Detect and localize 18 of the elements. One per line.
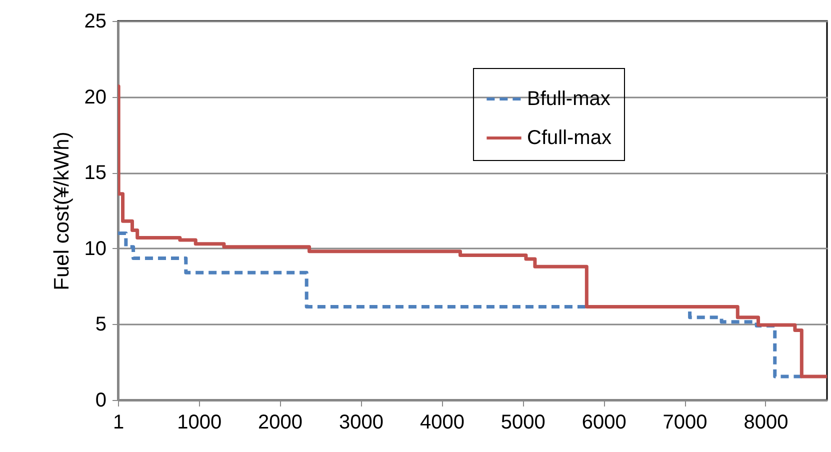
x-tick-label: 1000 [177,412,222,434]
y-tick-label: 25 [84,10,106,32]
x-tick-label: 6000 [582,412,626,434]
x-tick-label: 1 [112,412,124,434]
x-tick-label: 2000 [258,412,303,434]
x-tick-label: 3000 [339,412,384,434]
y-tick-label: 20 [84,86,106,108]
y-axis-title: Fuel cost(¥/kWh) [50,132,74,290]
legend-label: Bfull-max [527,88,610,110]
legend-label: Cfull-max [527,127,612,149]
x-tick-label: 8000 [744,412,788,434]
y-tick-label: 5 [95,314,106,336]
x-tick-label: 4000 [420,412,464,434]
y-tick-label: 0 [95,390,106,412]
y-tick-label: 15 [84,162,106,184]
y-tick-label: 10 [84,238,106,260]
x-tick-label: 5000 [500,412,546,434]
x-tick-label: 7000 [662,412,708,434]
